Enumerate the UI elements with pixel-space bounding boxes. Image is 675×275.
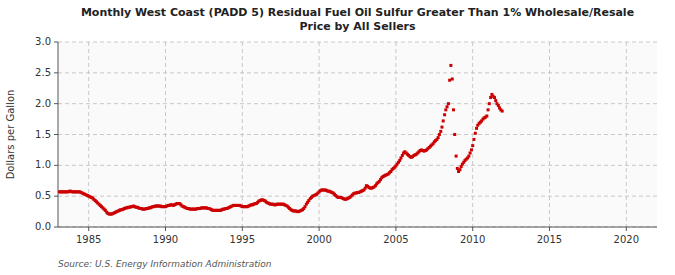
point xyxy=(475,127,478,130)
x-grid-line xyxy=(165,42,166,227)
y-tick xyxy=(54,42,58,43)
x-tick-label: 2015 xyxy=(537,234,562,245)
point xyxy=(470,148,473,151)
x-grid-line xyxy=(395,42,396,227)
y-grid-line xyxy=(58,165,657,166)
x-tick xyxy=(626,227,627,231)
y-tick-label: 1.0 xyxy=(35,159,51,170)
point xyxy=(451,78,454,81)
x-tick xyxy=(165,227,166,231)
axes: 0.0 0.5 1.0 1.5 2.0 2.5 3.0 1985 1990 1995 2000 200… xyxy=(35,36,657,245)
x-tick-label: 1995 xyxy=(230,234,255,245)
title: Monthly West Coast (PADD 5) Residual Fue… xyxy=(81,6,634,33)
point xyxy=(467,155,470,158)
x-grid-line xyxy=(319,42,320,227)
point xyxy=(442,119,445,122)
source-note: Source: U.S. Energy Information Administ… xyxy=(58,259,272,269)
y-tick xyxy=(54,103,58,104)
point xyxy=(494,99,497,102)
point xyxy=(446,105,449,108)
x-tick xyxy=(88,227,89,231)
point xyxy=(448,79,451,82)
x-tick xyxy=(395,227,396,231)
x-tick-label: 1990 xyxy=(153,234,178,245)
point xyxy=(437,136,440,139)
point xyxy=(493,96,496,99)
y-grid-line xyxy=(58,42,657,43)
point xyxy=(487,108,490,111)
y-axis-label: Dollars per Gallon xyxy=(5,90,16,180)
x-grid-line xyxy=(549,42,550,227)
x-tick-label: 2010 xyxy=(460,234,485,245)
point xyxy=(455,155,458,158)
y-tick xyxy=(54,72,58,73)
point xyxy=(472,138,475,141)
x-tick xyxy=(319,227,320,231)
x-tick-label: 2020 xyxy=(614,234,639,245)
point xyxy=(440,126,443,129)
y-tick-label: 2.0 xyxy=(35,98,51,109)
point xyxy=(469,152,472,155)
x-grid-line xyxy=(626,42,627,227)
y-grid-line xyxy=(58,72,657,73)
point xyxy=(501,110,504,113)
chart-container: 0.0 0.5 1.0 1.5 2.0 2.5 3.0 1985 1990 1995 2000 200… xyxy=(0,0,675,275)
points xyxy=(58,64,504,216)
point xyxy=(452,108,455,111)
y-tick-label: 3.0 xyxy=(35,36,51,47)
x-tick-label: 2005 xyxy=(383,234,408,245)
point xyxy=(449,64,452,67)
y-tick-label: 0.0 xyxy=(35,221,51,232)
point xyxy=(438,133,441,136)
y-grid-line xyxy=(58,103,657,104)
point xyxy=(439,130,442,133)
point xyxy=(485,115,488,118)
x-tick xyxy=(472,227,473,231)
point xyxy=(471,144,474,147)
x-tick-label: 2000 xyxy=(306,234,331,245)
x-tick-label: 1985 xyxy=(76,234,101,245)
y-tick-label: 0.5 xyxy=(35,190,51,201)
grid xyxy=(58,42,657,227)
x-axis-line xyxy=(58,227,657,228)
plot-background xyxy=(58,42,657,227)
point xyxy=(474,132,477,135)
point xyxy=(444,108,447,111)
point xyxy=(488,102,491,105)
y-tick xyxy=(54,134,58,135)
y-tick xyxy=(54,165,58,166)
y-grid-line xyxy=(58,134,657,135)
chart: 0.0 0.5 1.0 1.5 2.0 2.5 3.0 1985 1990 1995 2000 200… xyxy=(0,0,675,275)
y-tick xyxy=(54,227,58,228)
y-grid-line xyxy=(58,196,657,197)
point xyxy=(458,168,461,171)
x-tick xyxy=(242,227,243,231)
y-tick xyxy=(54,196,58,197)
x-grid-line xyxy=(472,42,473,227)
y-axis-line xyxy=(58,42,59,227)
y-tick-label: 2.5 xyxy=(35,67,51,78)
point xyxy=(447,102,450,105)
x-grid-line xyxy=(242,42,243,227)
y-tick-label: 1.5 xyxy=(35,129,51,140)
x-grid-line xyxy=(88,42,89,227)
point xyxy=(456,167,459,170)
y-grid-line xyxy=(58,227,657,228)
point xyxy=(453,133,456,136)
x-tick xyxy=(549,227,550,231)
point xyxy=(443,113,446,116)
